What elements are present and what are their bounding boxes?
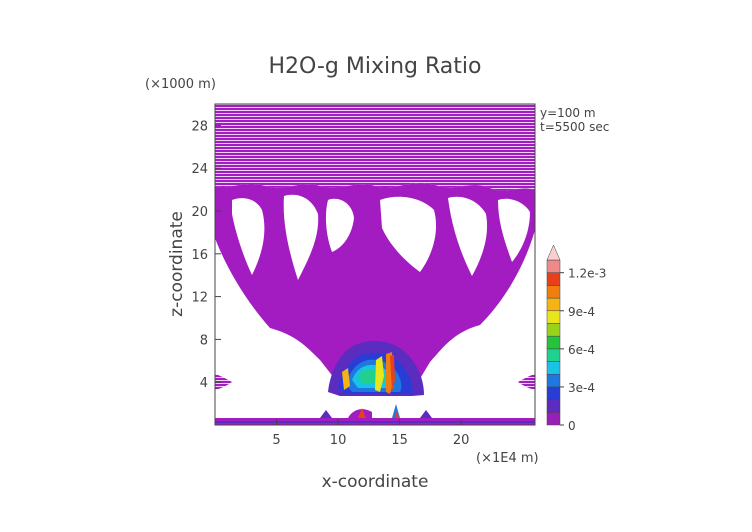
colorbar-swatch: [546, 272, 561, 286]
y-tick-label: 28: [191, 119, 208, 134]
x-tick-label: 5: [272, 433, 280, 448]
colorbar-tick-label: 0: [568, 419, 576, 433]
colorbar-swatch: [546, 373, 561, 388]
x-tick-label: 15: [391, 433, 408, 448]
y-axis-label: z-coordinate: [167, 211, 187, 317]
time-annotation-y: y=100 m: [540, 106, 596, 120]
colorbar: 0 3e-4 6e-4 9e-4 1.2e-3: [546, 244, 606, 433]
colorbar-tick-label: 3e-4: [568, 381, 595, 395]
colorbar-swatch: [546, 297, 561, 312]
chart-title: H2O-g Mixing Ratio: [269, 54, 482, 79]
colorbar-swatch: [546, 285, 561, 299]
colorbar-swatch: [546, 386, 561, 400]
x-tick-label: 20: [453, 433, 470, 448]
colorbar-swatch: [546, 348, 561, 362]
upper-vapor-layer: [215, 104, 535, 191]
colorbar-swatch: [546, 323, 561, 337]
y-axis: 4 8 12 16 20 24 28: [191, 119, 221, 391]
y-tick-label: 4: [200, 376, 208, 391]
plot-area: [215, 104, 535, 425]
x-axis: 5 10 15 20: [272, 419, 469, 448]
y-tick-label: 24: [191, 162, 208, 177]
colorbar-swatch: [546, 335, 561, 350]
colorbar-swatch: [546, 310, 561, 324]
edge-wisps: [215, 374, 535, 390]
colorbar-tick-label: 1.2e-3: [568, 267, 606, 281]
surface-bumps: [320, 404, 432, 418]
colorbar-swatch: [546, 259, 561, 273]
x-axis-label: x-coordinate: [322, 472, 429, 492]
colorbar-swatch: [546, 399, 561, 413]
colorbar-tick-label: 9e-4: [568, 305, 595, 319]
y-tick-label: 20: [191, 205, 208, 220]
y-tick-label: 12: [191, 291, 208, 306]
time-annotation-t: t=5500 sec: [540, 120, 609, 134]
plot-frame: [214, 103, 536, 426]
colorbar-swatch: [546, 361, 561, 375]
colorbar-tick-label: 6e-4: [568, 343, 595, 357]
x-unit-label: (×1E4 m): [476, 451, 539, 466]
surface-band-blue: [215, 421, 535, 423]
y-unit-label: (×1000 m): [145, 77, 216, 92]
x-tick-label: 10: [330, 433, 347, 448]
colorbar-extend-arrow: [546, 244, 561, 261]
y-tick-label: 8: [200, 333, 208, 348]
colorbar-swatch: [546, 412, 561, 426]
y-tick-label: 16: [191, 248, 208, 263]
convective-core: [328, 340, 424, 396]
dry-gaps: [232, 194, 530, 280]
